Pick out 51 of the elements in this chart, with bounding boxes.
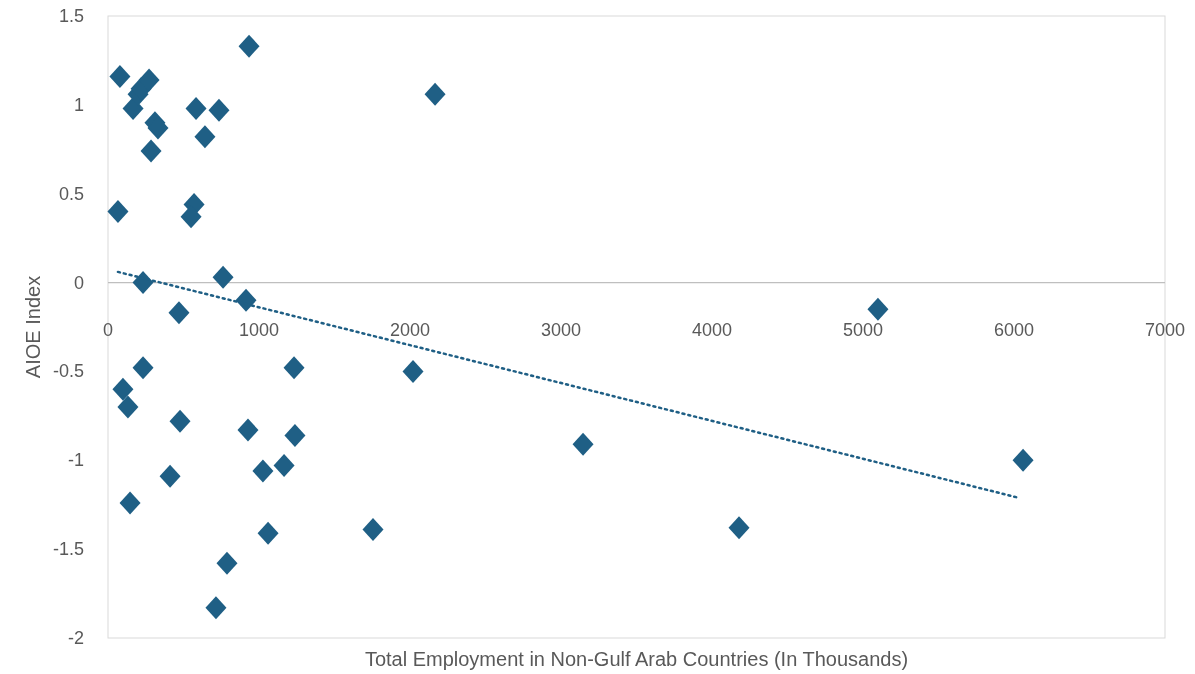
x-tick-label: 0 bbox=[102, 319, 114, 340]
point bbox=[402, 359, 424, 383]
y-tick-label: 0.5 bbox=[58, 183, 84, 204]
point bbox=[185, 96, 207, 120]
point bbox=[257, 521, 279, 545]
point bbox=[112, 377, 134, 401]
point bbox=[107, 199, 129, 223]
point bbox=[216, 551, 238, 575]
y-tick-label: 1.5 bbox=[58, 6, 84, 26]
point bbox=[168, 301, 190, 325]
point bbox=[235, 288, 257, 312]
x-tick-label: 7000 bbox=[1144, 319, 1186, 340]
x-tick-label: 2000 bbox=[389, 319, 431, 340]
point bbox=[273, 454, 295, 478]
x-tick-label: 1000 bbox=[238, 319, 280, 340]
point bbox=[159, 464, 181, 488]
point bbox=[117, 395, 139, 419]
x-tick-label: 6000 bbox=[993, 319, 1035, 340]
point bbox=[237, 418, 259, 442]
point bbox=[109, 64, 131, 88]
y-tick-label: -1.5 bbox=[52, 539, 84, 560]
point bbox=[132, 356, 154, 380]
point bbox=[362, 518, 384, 542]
x-tick-label: 5000 bbox=[842, 319, 884, 340]
y-tick-label: -2 bbox=[67, 628, 84, 648]
y-tick-label: -0.5 bbox=[52, 361, 84, 382]
y-tick-label: 0 bbox=[73, 272, 84, 293]
point bbox=[140, 139, 162, 163]
y-tick-label: -1 bbox=[67, 450, 84, 471]
x-axis-title: Total Employment in Non-Gulf Arab Countries (In Thousands) bbox=[364, 648, 909, 670]
point bbox=[572, 432, 594, 456]
point bbox=[212, 265, 234, 289]
y-axis-title: AIOE Index bbox=[22, 275, 44, 379]
point bbox=[424, 82, 446, 106]
x-tick-label: 4000 bbox=[691, 319, 733, 340]
y-tick-label: 1 bbox=[73, 94, 84, 115]
point bbox=[138, 68, 160, 92]
point bbox=[132, 271, 154, 295]
point bbox=[252, 459, 274, 483]
point bbox=[119, 491, 141, 515]
point bbox=[283, 356, 305, 380]
point bbox=[867, 297, 889, 321]
point bbox=[194, 125, 216, 149]
point bbox=[169, 409, 191, 433]
point bbox=[728, 516, 750, 540]
point bbox=[1012, 448, 1034, 472]
point bbox=[284, 423, 306, 447]
point bbox=[208, 98, 230, 122]
x-tick-label: 3000 bbox=[540, 319, 582, 340]
point bbox=[238, 34, 260, 58]
point bbox=[205, 596, 227, 620]
